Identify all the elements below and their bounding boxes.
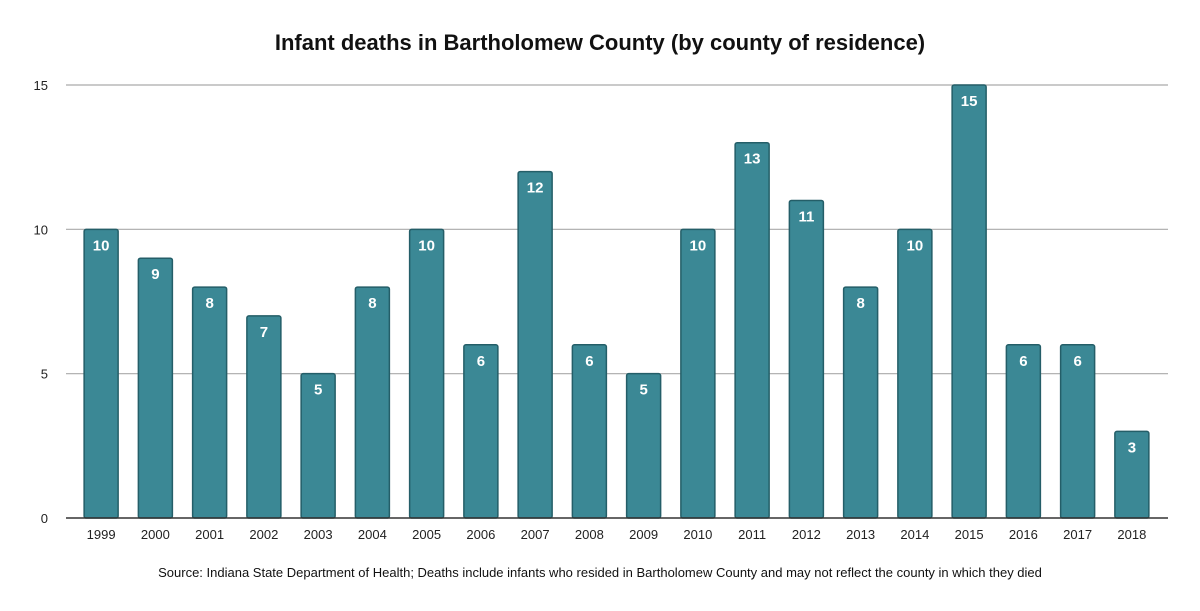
x-tick-label: 2006 <box>466 527 495 542</box>
x-tick-label: 2013 <box>846 527 875 542</box>
x-tick-label: 2002 <box>249 527 278 542</box>
x-tick-label: 2017 <box>1063 527 1092 542</box>
bar <box>137 257 174 519</box>
data-label: 5 <box>314 382 322 399</box>
data-label: 6 <box>585 353 593 370</box>
data-label: 10 <box>690 237 707 254</box>
data-label: 3 <box>1128 439 1136 456</box>
x-tick-label: 2000 <box>141 527 170 542</box>
x-tick-label: 2007 <box>521 527 550 542</box>
x-tick-label: 2008 <box>575 527 604 542</box>
bar <box>83 228 119 519</box>
x-tick-label: 2005 <box>412 527 441 542</box>
x-tick-label: 1999 <box>87 527 116 542</box>
bar <box>1059 344 1096 519</box>
chart-title: Infant deaths in Bartholomew County (by … <box>274 30 926 55</box>
data-label: 5 <box>639 382 647 399</box>
bar <box>463 344 499 519</box>
x-tick-label: 2001 <box>195 527 224 542</box>
data-label: 8 <box>205 295 213 312</box>
data-label: 8 <box>368 295 376 312</box>
bar <box>734 141 770 519</box>
bar <box>897 228 933 519</box>
data-label: 15 <box>961 93 978 110</box>
data-label: 7 <box>260 324 268 341</box>
x-tick-label: 2018 <box>1117 527 1146 542</box>
bar <box>571 344 608 519</box>
data-label: 9 <box>151 266 159 283</box>
x-tick-label: 2015 <box>955 527 984 542</box>
data-label: 10 <box>418 237 435 254</box>
x-tick-label: 2004 <box>358 527 387 542</box>
y-tick-label: 15 <box>34 78 48 93</box>
bar <box>246 315 282 519</box>
x-tick-label: 2010 <box>683 527 712 542</box>
y-tick-label: 10 <box>34 222 48 237</box>
bar <box>517 170 553 519</box>
bar <box>354 286 391 519</box>
data-label: 8 <box>856 295 864 312</box>
x-tick-label: 2011 <box>738 527 766 542</box>
bar <box>408 228 445 519</box>
x-tick-label: 2014 <box>900 527 929 542</box>
source-note: Source: Indiana State Department of Heal… <box>158 565 1042 580</box>
data-label: 6 <box>1073 353 1081 370</box>
y-tick-label: 5 <box>41 367 48 382</box>
x-tick-label: 2003 <box>304 527 333 542</box>
y-tick-label: 0 <box>41 511 48 526</box>
data-label: 6 <box>477 353 485 370</box>
data-label: 11 <box>798 208 814 225</box>
data-label: 10 <box>93 237 110 254</box>
bar <box>842 286 879 519</box>
data-label: 12 <box>527 180 544 197</box>
data-label: 13 <box>744 151 761 168</box>
bar <box>1005 344 1042 519</box>
x-tick-label: 2009 <box>629 527 658 542</box>
data-label: 6 <box>1019 353 1027 370</box>
bar <box>191 286 228 519</box>
bar <box>788 199 825 519</box>
data-label: 10 <box>907 237 924 254</box>
x-tick-label: 2016 <box>1009 527 1038 542</box>
bar <box>951 84 987 519</box>
x-tick-label: 2012 <box>792 527 821 542</box>
bar <box>680 228 716 519</box>
